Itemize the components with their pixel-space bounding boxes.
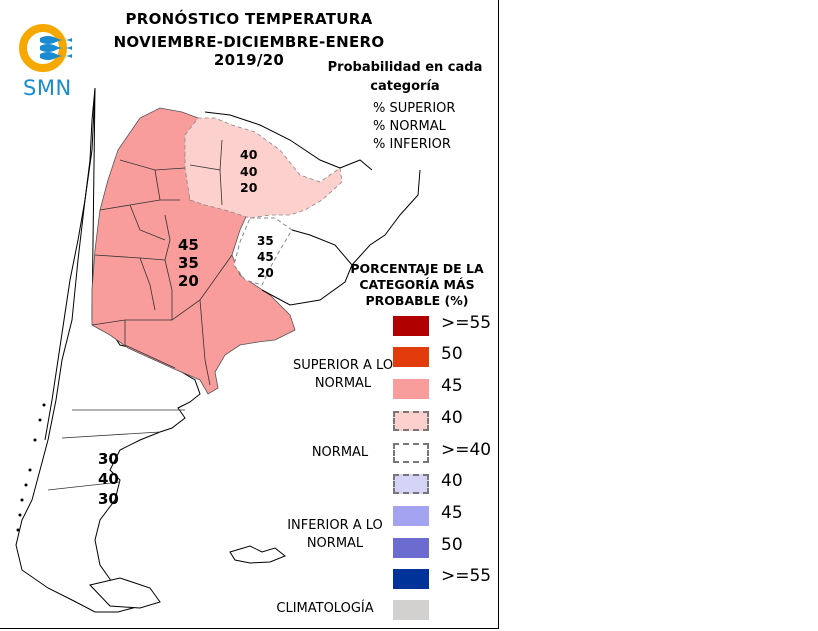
legend-swatch <box>393 443 429 463</box>
legend-value-label: 40 <box>441 408 463 428</box>
legend-swatch <box>393 316 429 336</box>
legend-value-label: 50 <box>441 535 463 555</box>
argentina-outline <box>15 87 201 613</box>
south-superior-value: 30 <box>98 450 119 468</box>
title-line-1: PRONÓSTICO TEMPERATURA <box>125 10 373 28</box>
south-normal-value: 40 <box>98 470 119 488</box>
malvinas-islands <box>229 545 286 564</box>
legend-value-label: 45 <box>441 376 463 396</box>
legend-swatch <box>393 347 429 367</box>
legend-swatch <box>393 411 429 431</box>
center-superior-value: 45 <box>178 236 199 254</box>
title-line-2: NOVIEMBRE-DICIEMBRE-ENERO 2019/20 <box>113 33 385 69</box>
prob-item-superior: % SUPERIOR <box>373 101 456 116</box>
east-normal-value: 45 <box>257 250 274 264</box>
center-inferior-value: 20 <box>178 272 199 290</box>
region-normal-40 <box>233 217 293 286</box>
legend-swatch <box>393 474 429 494</box>
east-superior-value: 35 <box>257 234 274 248</box>
legend-value-label: >=40 <box>441 440 492 460</box>
label-south: 30 40 30 <box>98 450 119 508</box>
prob-item-normal: % NORMAL <box>373 119 446 134</box>
legend-value-label: 45 <box>441 503 463 523</box>
center-normal-value: 35 <box>178 254 199 272</box>
smn-logo-icon <box>19 24 72 72</box>
legend-swatch <box>393 600 429 620</box>
probability-title: Probabilidad en cada categoría <box>327 60 483 94</box>
category-climatologia-label: CLIMATOLOGÍA <box>276 601 374 616</box>
logo-text: SMN <box>23 76 72 100</box>
label-center: 45 35 20 <box>178 236 199 290</box>
category-inferior-label: INFERIOR A LO NORMAL <box>287 518 383 551</box>
legend-value-label: 50 <box>441 344 463 364</box>
legend-swatch <box>393 379 429 399</box>
northeast-superior-value: 40 <box>240 147 258 162</box>
label-northeast: 40 40 20 <box>240 147 258 195</box>
prob-item-inferior: % INFERIOR <box>373 137 451 152</box>
legend-value-label: >=55 <box>441 566 492 586</box>
legend-swatch <box>393 569 429 589</box>
legend-swatch <box>393 538 429 558</box>
legend-value-label: 40 <box>441 471 463 491</box>
south-inferior-value: 30 <box>98 490 119 508</box>
northeast-inferior-value: 20 <box>240 180 258 195</box>
tierra-del-fuego <box>89 577 161 609</box>
legend-value-label: >=55 <box>441 313 492 333</box>
east-inferior-value: 20 <box>257 266 274 280</box>
argentina-map: 40 40 20 45 35 20 35 45 20 30 40 30 <box>15 87 421 613</box>
category-normal-label: NORMAL <box>311 445 369 460</box>
legend-title: PORCENTAJE DE LA CATEGORÍA MÁS PROBABLE … <box>350 261 484 308</box>
category-superior-label: SUPERIOR A LO NORMAL <box>292 358 394 391</box>
region-superior-40 <box>184 117 343 219</box>
forecast-panel: SMN PRONÓSTICO TEMPERATURA NOVIEMBRE-DIC… <box>0 0 499 629</box>
northeast-normal-value: 40 <box>240 164 258 179</box>
label-east: 35 45 20 <box>257 234 274 280</box>
legend-swatch <box>393 506 429 526</box>
